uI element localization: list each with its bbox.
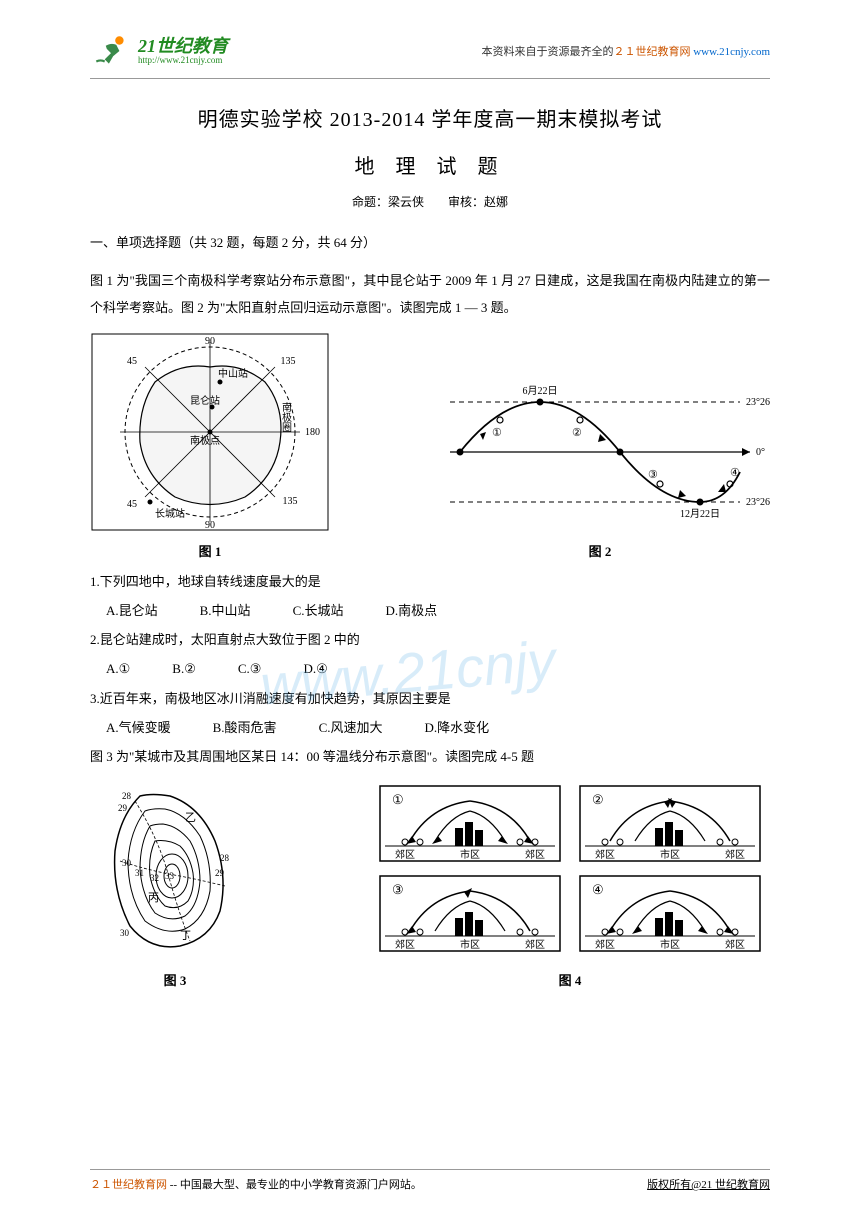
svg-text:郊区: 郊区	[725, 848, 745, 861]
svg-text:③: ③	[392, 882, 404, 897]
logo-title: 21世纪教育	[138, 37, 228, 55]
antarctica-map: 90 45 135 45 135 180 90 中山站 昆仑站 南极点 长城站 …	[90, 332, 330, 532]
svg-text:①: ①	[392, 792, 404, 807]
svg-text:郊区: 郊区	[595, 938, 615, 951]
fig4-caption: 图 4	[370, 970, 770, 989]
svg-text:90: 90	[205, 336, 215, 347]
svg-text:23°26′N: 23°26′N	[746, 397, 770, 408]
svg-text:6月22日: 6月22日	[523, 385, 558, 397]
svg-text:丁: 丁	[180, 930, 191, 942]
exam-title: 明德实验学校 2013-2014 学年度高一期末模拟考试	[90, 103, 770, 132]
figure-1: 90 45 135 45 135 180 90 中山站 昆仑站 南极点 长城站 …	[90, 332, 330, 560]
svg-text:郊区: 郊区	[595, 848, 615, 861]
figure-3: 28 29 30 31 32 33 28 29 30 乙 丙 丁 图 3	[90, 781, 260, 989]
question-3-options: A.气候变暖B.酸雨危害C.风速加大D.降水变化	[90, 714, 770, 741]
figures-row-2: 28 29 30 31 32 33 28 29 30 乙 丙 丁 图 3 ①	[90, 781, 770, 989]
svg-text:市区: 市区	[460, 848, 480, 861]
svg-text:中山站: 中山站	[218, 367, 248, 380]
svg-text:④: ④	[592, 882, 604, 897]
svg-text:④: ④	[730, 467, 740, 479]
question-1: 1.下列四地中，地球自转线速度最大的是	[90, 568, 770, 595]
svg-text:29: 29	[215, 868, 225, 878]
fig2-caption: 图 2	[430, 541, 770, 560]
solar-declination-diagram: 6月22日 12月22日 23°26′N 0° 23°26′S ① ② ③ ④	[430, 372, 770, 532]
svg-text:市区: 市区	[460, 938, 480, 951]
svg-text:市区: 市区	[660, 848, 680, 861]
fig3-caption: 图 3	[90, 970, 260, 989]
figure-2: 6月22日 12月22日 23°26′N 0° 23°26′S ① ② ③ ④ …	[430, 372, 770, 560]
svg-text:③: ③	[648, 469, 658, 481]
svg-text:180: 180	[305, 427, 320, 438]
svg-text:②: ②	[572, 427, 582, 439]
svg-text:30: 30	[120, 928, 130, 938]
isotherm-map: 28 29 30 31 32 33 28 29 30 乙 丙 丁	[90, 781, 260, 961]
logo-url: http://www.21cnjy.com	[138, 55, 228, 66]
svg-text:郊区: 郊区	[725, 938, 745, 951]
svg-text:乙: 乙	[185, 811, 196, 824]
question-2: 2.昆仑站建成时，太阳直射点大致位于图 2 中的	[90, 626, 770, 653]
authors: 命题：梁云侠 审核：赵娜	[90, 193, 770, 210]
passage-2: 图 3 为"某城市及其周围地区某日 14：00 等温线分布示意图"。读图完成 4…	[90, 743, 770, 770]
svg-text:28: 28	[122, 791, 132, 801]
svg-text:90: 90	[205, 520, 215, 531]
svg-text:南极点: 南极点	[190, 434, 220, 447]
question-3: 3.近百年来，南极地区冰川消融速度有加快趋势，其原因主要是	[90, 685, 770, 712]
svg-text:32: 32	[150, 873, 159, 883]
svg-text:市区: 市区	[660, 938, 680, 951]
svg-text:28: 28	[220, 853, 230, 863]
svg-text:29: 29	[118, 803, 128, 813]
passage-1: 图 1 为"我国三个南极科学考察站分布示意图"，其中昆仑站于 2009 年 1 …	[90, 267, 770, 322]
question-1-options: A.昆仑站B.中山站C.长城站D.南极点	[90, 597, 770, 624]
figure-4: ① 郊区 市区 郊区 ②	[370, 781, 770, 989]
svg-text:南极圈: 南极圈	[280, 400, 292, 432]
svg-text:33: 33	[165, 871, 175, 881]
svg-text:135: 135	[283, 496, 298, 507]
section-1-header: 一、单项选择题（共 32 题，每题 2 分，共 64 分）	[90, 232, 770, 251]
heat-island-panels: ① 郊区 市区 郊区 ②	[370, 781, 770, 961]
page-footer: ２１世纪教育网 -- 中国最大型、最专业的中小学教育资源门户网站。 版权所有@2…	[90, 1169, 770, 1192]
svg-text:0°: 0°	[756, 447, 765, 458]
svg-text:45: 45	[127, 499, 137, 510]
header-divider	[90, 78, 770, 79]
fig1-caption: 图 1	[90, 541, 330, 560]
svg-text:135: 135	[281, 356, 296, 367]
svg-text:郊区: 郊区	[395, 848, 415, 861]
header-source: 本资料来自于资源最齐全的２１世纪教育网 www.21cnjy.com	[481, 43, 770, 59]
exam-subject: 地 理 试 题	[90, 150, 770, 179]
svg-text:31: 31	[135, 868, 144, 878]
svg-text:郊区: 郊区	[395, 938, 415, 951]
svg-text:45: 45	[127, 356, 137, 367]
svg-text:30: 30	[122, 858, 132, 868]
svg-text:23°26′S: 23°26′S	[746, 497, 770, 508]
svg-text:②: ②	[592, 792, 604, 807]
svg-text:昆仑站: 昆仑站	[190, 394, 220, 407]
svg-text:12月22日: 12月22日	[680, 508, 720, 520]
footer-right: 版权所有@21 世纪教育网	[647, 1176, 770, 1192]
svg-text:丙: 丙	[148, 892, 159, 904]
figures-row-1: 90 45 135 45 135 180 90 中山站 昆仑站 南极点 长城站 …	[90, 332, 770, 560]
runner-icon	[90, 30, 132, 72]
svg-text:长城站: 长城站	[155, 507, 185, 520]
logo: 21世纪教育 http://www.21cnjy.com	[90, 30, 228, 72]
svg-text:郊区: 郊区	[525, 848, 545, 861]
page-header: 21世纪教育 http://www.21cnjy.com 本资料来自于资源最齐全…	[90, 30, 770, 72]
question-2-options: A.①B.②C.③D.④	[90, 655, 770, 682]
footer-left: ２１世纪教育网 -- 中国最大型、最专业的中小学教育资源门户网站。	[90, 1176, 422, 1192]
svg-text:①: ①	[492, 427, 502, 439]
svg-text:郊区: 郊区	[525, 938, 545, 951]
